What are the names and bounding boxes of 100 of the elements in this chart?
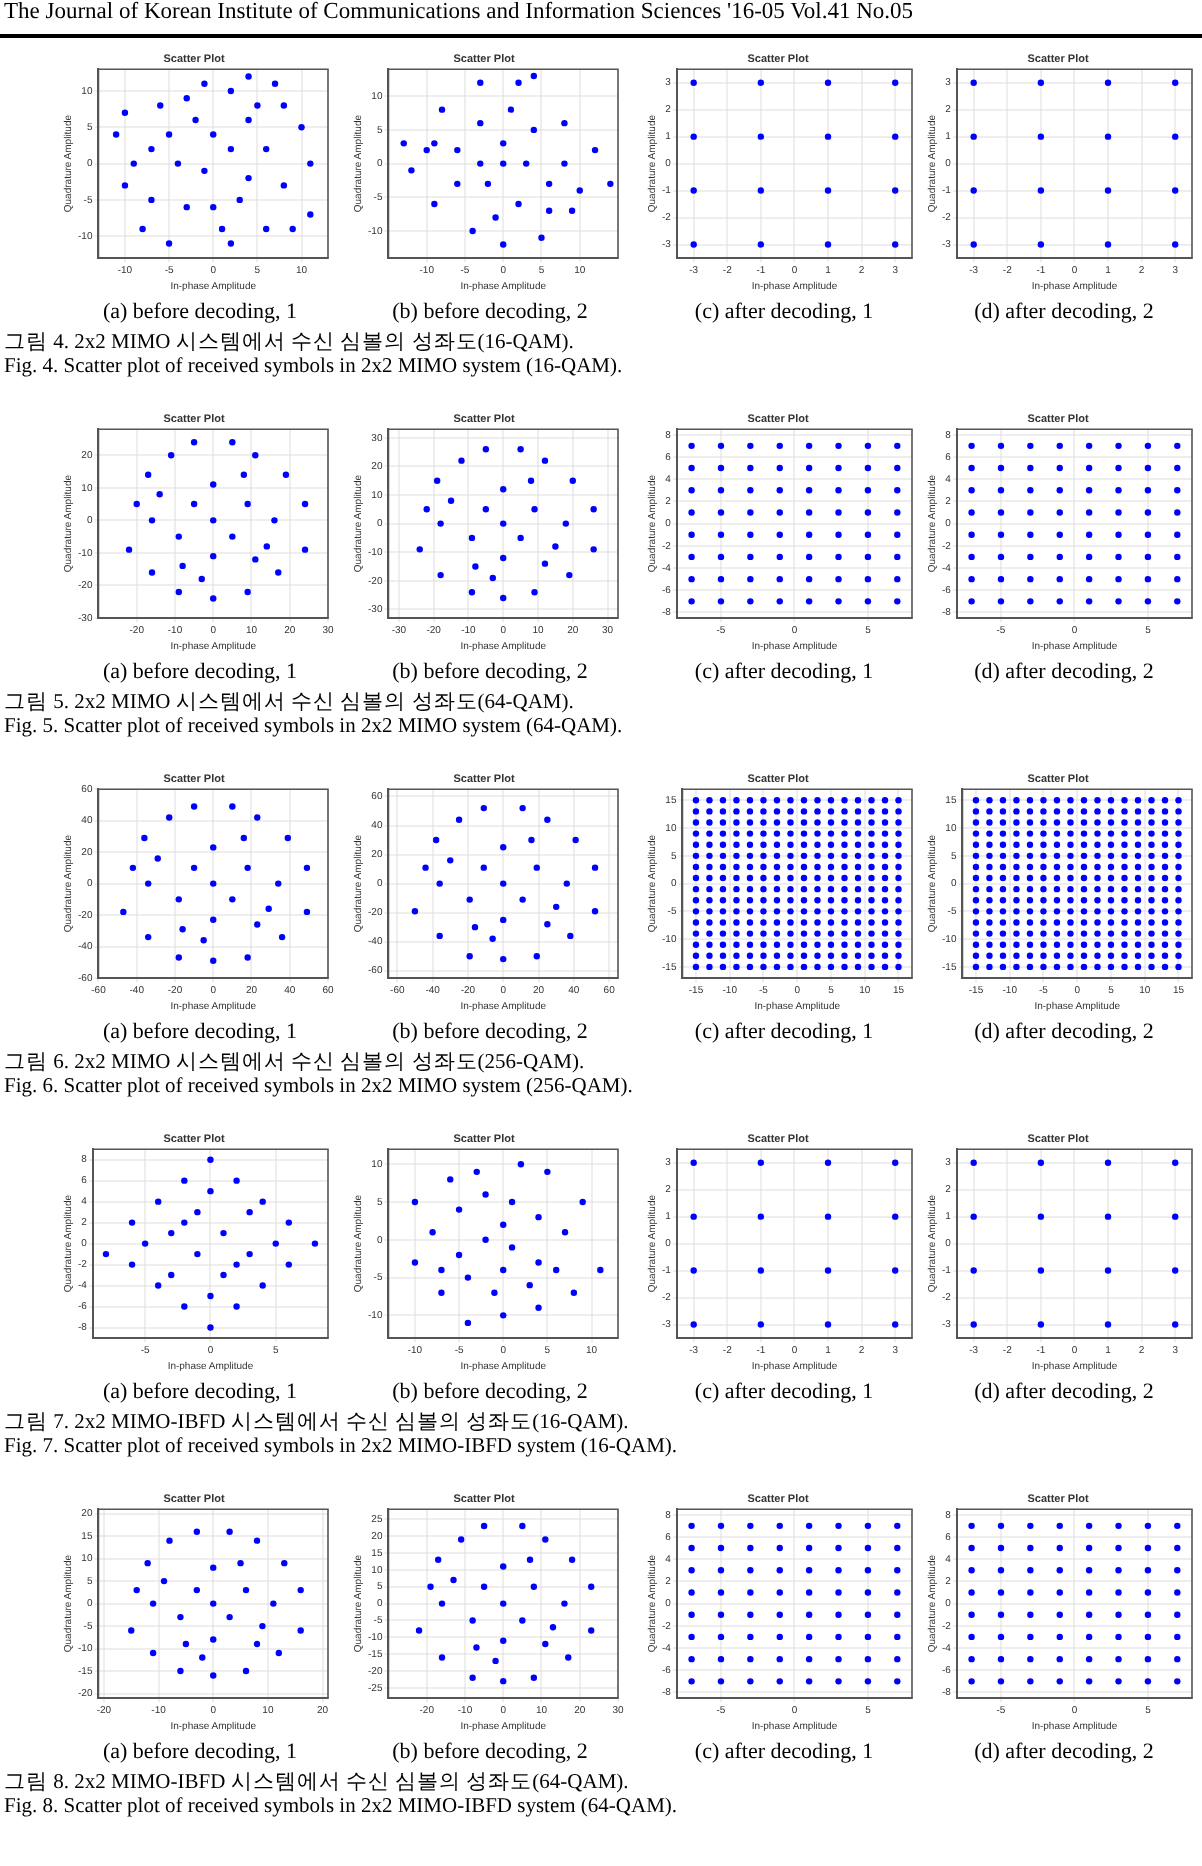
point [450,1576,457,1584]
point [181,1219,188,1226]
point [970,187,977,194]
point [175,954,182,961]
point [226,1613,233,1621]
point [492,214,499,221]
text: (c) after decoding, 1 [692,1020,876,1044]
point [757,133,765,140]
point [201,167,208,175]
point [1172,187,1179,194]
point [508,1198,516,1206]
point [434,1556,442,1563]
point [591,146,599,154]
point [1104,1213,1112,1220]
point [278,933,286,941]
point [156,491,163,498]
point [229,803,236,810]
point [254,814,261,821]
point [210,1672,217,1679]
point [431,200,438,208]
point [545,180,553,188]
point [492,1657,499,1665]
point [165,131,173,138]
point [568,1556,576,1563]
point [210,957,217,964]
point [535,1304,542,1311]
point [254,102,261,109]
point [545,207,553,214]
point [561,119,568,127]
point [892,1321,899,1328]
point [229,533,236,540]
point [533,864,540,871]
point [199,1654,206,1661]
point [473,1644,480,1651]
point [541,560,549,567]
point [538,234,545,241]
point [181,1303,188,1310]
point [519,896,526,903]
point [970,241,977,248]
point [237,1559,244,1567]
point [824,79,832,86]
text: (a) before decoding, 1 [100,660,300,684]
point [500,594,507,602]
point [892,1159,899,1166]
caption: 그림 4. 2x2 MIMO 시스템에서 수신 심볼의 성좌도(16-QAM). [4,332,576,356]
point [244,954,251,961]
point [477,160,484,167]
point [298,124,305,131]
point [408,167,415,174]
point [892,133,899,140]
point [271,517,278,524]
point [544,1168,551,1176]
point [824,1213,832,1220]
point [544,816,551,823]
point [253,1640,261,1648]
point [824,241,832,248]
point [432,836,440,844]
point [561,1229,569,1236]
point [515,79,522,86]
point [500,1266,507,1274]
point [1104,1159,1112,1166]
point [1037,1213,1045,1220]
point [562,520,570,527]
point [500,1637,507,1644]
point [233,1303,240,1310]
point [568,207,576,214]
point [233,1261,240,1268]
point [166,1537,173,1544]
point [464,1319,472,1327]
text: The Journal of Korean Institute of Communications and Information Sciences '16-05 Vol.41 No.05 [0,0,1202,38]
point [454,146,461,154]
point [220,1271,227,1279]
point [190,500,198,508]
point [466,896,473,903]
point [149,1649,157,1657]
point [1104,133,1112,140]
point [531,506,538,513]
point [1172,79,1179,86]
point [400,140,407,147]
text: (c) after decoding, 1 [692,660,876,684]
point [1037,187,1045,194]
point [572,836,579,844]
point [177,1613,184,1621]
caption: Fig. 6. Scatter plot of received symbols in 2x2 MIMO system (256-QAM). [4,1076,633,1100]
point [297,1627,304,1634]
point [535,1259,542,1266]
point [892,1267,899,1274]
text: (b) before decoding, 2 [390,1380,590,1404]
point [157,102,164,109]
point [447,1176,454,1183]
point [125,546,133,553]
point [411,1259,419,1266]
point [263,145,270,153]
point [275,880,282,887]
point [133,1586,140,1594]
point [566,571,573,579]
point [244,588,251,596]
point [500,140,507,147]
point [824,1267,832,1274]
point [165,240,173,247]
